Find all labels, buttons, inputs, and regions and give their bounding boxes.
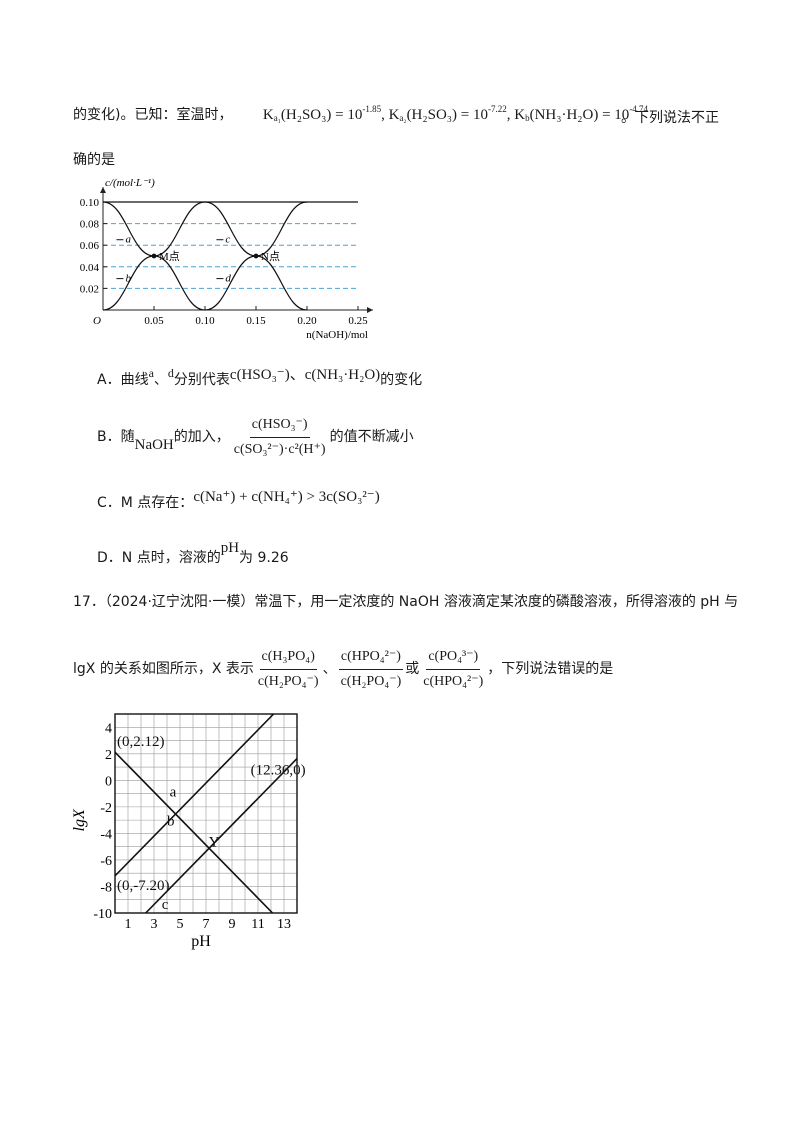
- series-label-b: b: [167, 813, 175, 829]
- point-label: M点: [159, 250, 180, 263]
- x-tick-label: 1: [125, 917, 132, 932]
- ka1-expression: Ka₁(H₂SO₃) = 10-1.85, Ka₂(H₂SO₃) = 10-7.…: [262, 104, 649, 123]
- y-tick-label: 0.06: [80, 240, 100, 252]
- plot-frame: [114, 713, 298, 914]
- series-label-c: c: [225, 234, 230, 246]
- y-axis-arrow: [100, 187, 106, 193]
- y-axis-label: c/(mol·L⁻¹): [105, 177, 155, 189]
- x-tick-label: 3: [151, 917, 158, 932]
- q17-line1: 17．（2024·辽宁沈阳·一模）常温下，用一定浓度的 NaOH 溶液滴定某浓度…: [73, 594, 739, 610]
- x-tick-label: 9: [229, 917, 236, 932]
- lgx-ph-chart: 1 3 5 7 9 11 13420-2-4-6-8-10pHlgX(0,2.12)(12.…: [71, 713, 306, 950]
- origin-label: O: [93, 315, 101, 327]
- y-tick-label: -4: [100, 827, 112, 842]
- y-tick-label: -10: [93, 907, 112, 922]
- y-tick-label: 2: [105, 748, 112, 763]
- option-a: A．曲线a、d分别代表c(HSO₃⁻)、c(NH₃·H₂O)的变化: [97, 366, 423, 388]
- option-c: C．M 点存在：c(Na⁺) + c(NH₄⁺) > 3c(SO₃²⁻): [97, 489, 380, 511]
- q16-intro-suffix: 。下列说法不正: [621, 110, 719, 126]
- point-label: N点: [261, 250, 280, 263]
- series-label-a: a: [170, 784, 177, 800]
- y-tick-label: -2: [100, 801, 112, 816]
- series-label-Y: Y: [209, 835, 220, 851]
- x-tick-label: 0.05: [144, 315, 164, 327]
- series-b: [102, 201, 307, 311]
- concentration-chart: 0.02 0.04 0.06 0.08 0.10 0.05 0.10 0.15 0.20 0.25…: [80, 177, 373, 341]
- y-tick-label: -8: [100, 880, 112, 895]
- series-label-c: c: [162, 897, 169, 913]
- x-axis-label: pH: [191, 933, 211, 950]
- x-tick-label: 0.25: [348, 315, 368, 327]
- y-tick-label: 0.10: [80, 197, 100, 209]
- y-tick-label: 0.04: [80, 262, 100, 274]
- fraction-hpo4: c(HPO₄²⁻) c(H₂PO₄⁻): [338, 648, 403, 689]
- option-d: D．N 点时，溶液的pH为 9.26: [97, 540, 289, 566]
- y-tick-label: -6: [100, 854, 112, 869]
- x-tick-label: 5: [177, 917, 184, 932]
- series-label-b: b: [125, 273, 131, 285]
- q16-intro-line1: 的变化)。已知：室温时， Ka₁(H₂SO₃) = 10-1.85, Ka₂(H…: [73, 104, 649, 125]
- series-line-a: [115, 751, 274, 913]
- x-tick-label: 7: [203, 917, 210, 932]
- q17-line2: lgX 的关系如图所示，X 表示 c(H₃PO₄) c(H₂PO₄⁻) 、 c(H…: [73, 645, 613, 693]
- option-b: B．随 NaOH 的加入， c(HSO₃⁻) c(SO₃²⁻)·c²(H⁺) 的值不断减…: [97, 413, 414, 461]
- fraction-po4: c(PO₄³⁻) c(HPO₄²⁻): [423, 648, 484, 689]
- y-axis-label: lgX: [71, 808, 88, 831]
- x-tick-label: 0.10: [195, 315, 215, 327]
- x-tick-label: 0.20: [297, 315, 317, 327]
- series-c: [102, 201, 308, 311]
- y-tick-label: 0: [105, 774, 112, 789]
- y-tick-label: 0.02: [80, 283, 99, 295]
- coordinate-label: (12.36,0): [251, 762, 306, 778]
- point-marker: [253, 253, 259, 259]
- coordinate-label: (0,-7.20): [117, 878, 170, 894]
- y-tick-label: 4: [105, 721, 112, 736]
- x-tick-label: 11: [251, 917, 264, 932]
- series-label-a: a: [125, 234, 131, 246]
- series-line-c: [145, 758, 297, 913]
- y-tick-label: 0.08: [80, 219, 100, 231]
- q16-intro-prefix: 的变化)。已知：室温时，: [73, 107, 233, 123]
- x-axis-arrow: [367, 307, 373, 313]
- x-axis-label: n(NaOH)/mol: [306, 329, 368, 341]
- x-tick-label: 0.15: [246, 315, 266, 327]
- coordinate-label: (0,2.12): [117, 734, 165, 750]
- option-b-fraction: c(HSO₃⁻) c(SO₃²⁻)·c²(H⁺): [233, 416, 326, 457]
- point-marker: [151, 253, 157, 259]
- series-label-d: d: [225, 273, 231, 285]
- q16-intro-line2: 确的是: [73, 152, 115, 168]
- series-d: [204, 201, 358, 311]
- series-line-b: [115, 714, 275, 877]
- x-tick-label: 13: [277, 917, 291, 932]
- fraction-h3po4: c(H₃PO₄) c(H₂PO₄⁻): [257, 648, 319, 689]
